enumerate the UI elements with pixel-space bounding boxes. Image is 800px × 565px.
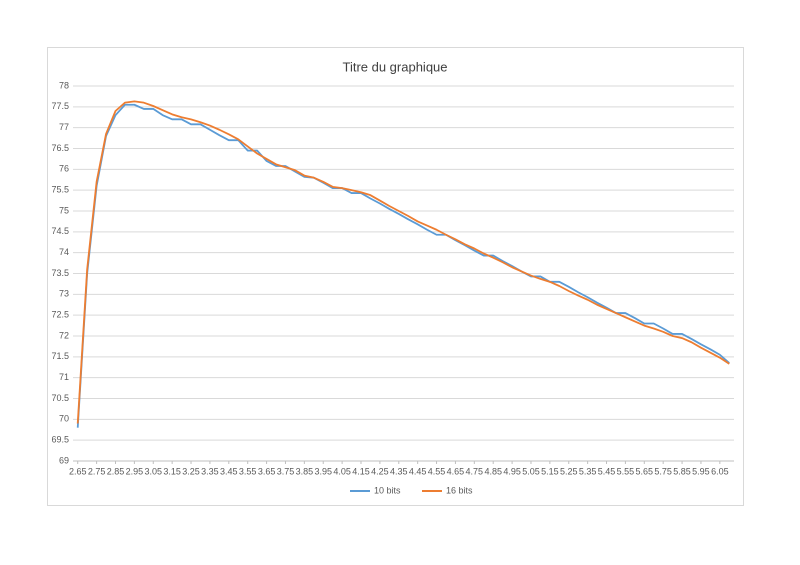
y-tick-label: 76 xyxy=(59,164,69,174)
x-tick-label: 4.45 xyxy=(409,466,427,476)
y-tick-label: 75 xyxy=(59,205,69,215)
x-tick-label: 4.35 xyxy=(390,466,408,476)
x-tick-label: 4.55 xyxy=(428,466,446,476)
x-tick-label: 6.05 xyxy=(711,466,729,476)
x-tick-label: 4.85 xyxy=(484,466,502,476)
y-tick-label: 74 xyxy=(59,247,69,257)
x-tick-label: 4.65 xyxy=(447,466,465,476)
x-tick-label: 3.95 xyxy=(314,466,332,476)
x-tick-label: 4.25 xyxy=(371,466,389,476)
x-tick-label: 3.75 xyxy=(277,466,295,476)
legend-label: 16 bits xyxy=(446,485,473,495)
y-tick-label: 73 xyxy=(59,289,69,299)
y-tick-label: 75.5 xyxy=(51,185,69,195)
x-tick-label: 3.45 xyxy=(220,466,238,476)
line-series xyxy=(76,103,730,428)
x-tick-label: 5.05 xyxy=(522,466,540,476)
chart-frame xyxy=(47,47,744,506)
y-tick-label: 71 xyxy=(59,372,69,382)
y-tick-label: 69.5 xyxy=(51,435,69,445)
x-tick-label: 2.95 xyxy=(126,466,144,476)
x-tick-label: 4.95 xyxy=(503,466,521,476)
x-tick-label: 4.05 xyxy=(333,466,351,476)
x-tick-label: 3.05 xyxy=(144,466,162,476)
x-tick-label: 5.15 xyxy=(541,466,559,476)
y-tick-label: 70 xyxy=(59,414,69,424)
y-tick-label: 77.5 xyxy=(51,101,69,111)
x-tick-label: 5.95 xyxy=(692,466,710,476)
y-tick-label: 71.5 xyxy=(51,351,69,361)
x-tick-label: 5.25 xyxy=(560,466,578,476)
y-tick-label: 74.5 xyxy=(51,226,69,236)
x-tick-label: 3.35 xyxy=(201,466,219,476)
y-tick-label: 72.5 xyxy=(51,310,69,320)
x-tick-label: 5.75 xyxy=(654,466,672,476)
y-tick-label: 77 xyxy=(59,122,69,132)
y-tick-label: 76.5 xyxy=(51,143,69,153)
chart-title: Titre du graphique xyxy=(342,59,447,74)
y-tick-label: 72 xyxy=(59,330,69,340)
legend-label: 10 bits xyxy=(374,485,401,495)
x-tick-label: 2.75 xyxy=(88,466,106,476)
y-tick-label: 73.5 xyxy=(51,268,69,278)
x-tick-label: 3.15 xyxy=(163,466,181,476)
x-tick-label: 5.65 xyxy=(636,466,654,476)
line-series xyxy=(76,100,730,424)
x-tick-label: 3.55 xyxy=(239,466,257,476)
x-tick-label: 5.85 xyxy=(673,466,691,476)
x-tick-label: 5.45 xyxy=(598,466,616,476)
x-tick-label: 2.85 xyxy=(107,466,125,476)
y-tick-label: 78 xyxy=(59,80,69,90)
y-tick-label: 69 xyxy=(59,455,69,465)
x-tick-label: 3.25 xyxy=(182,466,200,476)
x-tick-label: 4.75 xyxy=(466,466,484,476)
x-tick-label: 5.55 xyxy=(617,466,635,476)
y-tick-label: 70.5 xyxy=(51,393,69,403)
x-tick-label: 5.35 xyxy=(579,466,597,476)
x-tick-label: 4.15 xyxy=(352,466,370,476)
x-tick-label: 2.65 xyxy=(69,466,87,476)
x-tick-label: 3.85 xyxy=(296,466,314,476)
x-tick-label: 3.65 xyxy=(258,466,276,476)
